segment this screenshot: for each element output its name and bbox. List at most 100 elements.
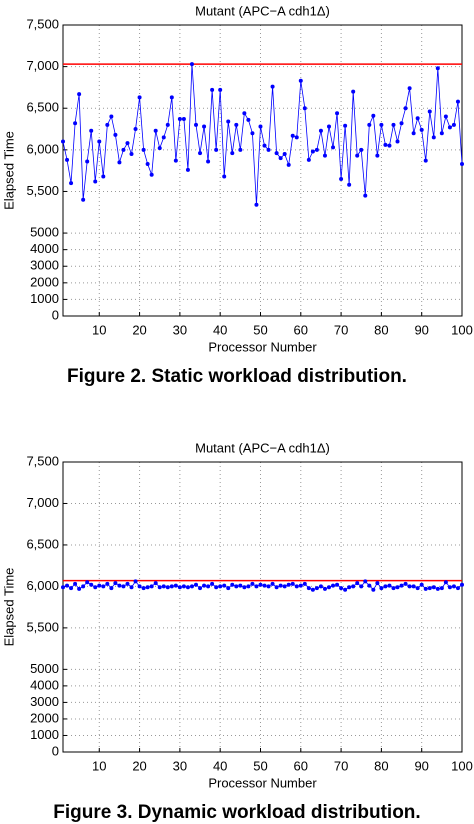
data-point xyxy=(113,132,118,137)
data-point xyxy=(439,586,444,591)
data-point xyxy=(339,586,344,591)
data-point xyxy=(206,584,211,589)
y-axis-label: Elapsed Time xyxy=(1,568,16,647)
data-point xyxy=(407,86,412,91)
data-point xyxy=(210,581,215,586)
y-tick-label: 3000 xyxy=(30,694,59,709)
x-tick-label: 70 xyxy=(334,758,348,773)
data-point xyxy=(343,587,348,592)
data-point xyxy=(435,66,440,71)
data-point xyxy=(258,582,263,587)
x-tick-label: 20 xyxy=(132,758,146,773)
data-point xyxy=(230,151,235,156)
data-point xyxy=(322,586,327,591)
data-point xyxy=(355,581,360,586)
x-tick-label: 60 xyxy=(294,758,308,773)
data-point xyxy=(339,176,344,181)
data-point xyxy=(411,131,416,136)
data-point xyxy=(185,167,190,172)
data-point xyxy=(310,587,315,592)
data-point xyxy=(327,124,331,129)
data-point xyxy=(153,128,158,133)
y-tick-label: 1000 xyxy=(30,727,59,742)
data-point xyxy=(121,584,126,589)
data-point xyxy=(270,84,275,89)
data-point xyxy=(387,583,392,588)
data-point xyxy=(451,584,456,589)
data-point xyxy=(266,147,271,152)
data-point xyxy=(125,141,130,146)
y-tick-label: 5000 xyxy=(30,661,59,676)
data-point xyxy=(455,586,460,591)
x-tick-label: 10 xyxy=(92,758,106,773)
plot-frame xyxy=(62,24,463,317)
data-point xyxy=(198,151,203,156)
data-point xyxy=(194,122,198,127)
x-tick-label: 100 xyxy=(451,322,473,337)
data-point xyxy=(218,87,223,92)
data-point xyxy=(363,193,368,198)
y-tick-label: 5000 xyxy=(30,225,59,240)
data-point xyxy=(226,586,231,591)
data-point xyxy=(85,159,90,164)
data-point xyxy=(137,584,142,589)
data-point xyxy=(169,584,174,589)
data-point xyxy=(81,584,86,589)
data-point xyxy=(451,122,456,127)
series-line xyxy=(62,580,463,591)
y-tick-label: 4000 xyxy=(30,241,59,256)
chart-title: Mutant (APC−A cdh1Δ) xyxy=(195,3,330,18)
data-point xyxy=(379,122,384,127)
data-point xyxy=(407,584,412,589)
data-point xyxy=(403,106,408,111)
data-point xyxy=(226,119,231,124)
data-point xyxy=(121,147,126,152)
data-point xyxy=(105,122,110,127)
data-point xyxy=(194,582,198,587)
data-point xyxy=(387,143,392,148)
data-point xyxy=(435,586,440,591)
data-point xyxy=(391,586,396,591)
data-point xyxy=(242,111,247,116)
data-point xyxy=(93,585,98,590)
data-point xyxy=(294,135,299,140)
data-point xyxy=(375,581,380,586)
y-tick-label: 5,500 xyxy=(26,619,59,634)
data-point xyxy=(411,584,416,589)
x-tick-label: 90 xyxy=(414,322,428,337)
figure-caption: Figure 3. Dynamic workload distribution. xyxy=(53,802,420,823)
data-point xyxy=(73,121,78,126)
data-point xyxy=(379,586,384,591)
data-point xyxy=(222,174,227,179)
data-point xyxy=(129,585,134,590)
data-point xyxy=(331,145,336,150)
data-point xyxy=(274,151,279,156)
data-point xyxy=(117,160,122,165)
data-point xyxy=(97,139,102,144)
chart-title: Mutant (APC−A cdh1Δ) xyxy=(195,440,330,455)
data-point xyxy=(113,581,118,586)
data-point xyxy=(189,62,194,67)
data-point xyxy=(443,114,448,119)
y-tick-label: 7,000 xyxy=(26,58,59,73)
y-tick-label: 4000 xyxy=(30,677,59,692)
data-point xyxy=(415,586,420,591)
data-point xyxy=(460,161,464,166)
data-point xyxy=(177,117,182,122)
data-point xyxy=(238,583,243,588)
data-point xyxy=(89,582,94,587)
data-point xyxy=(189,584,194,589)
y-tick-label: 6,500 xyxy=(26,100,59,115)
y-tick-label: 2000 xyxy=(30,274,59,289)
data-point xyxy=(423,586,428,591)
y-tick-label: 1000 xyxy=(30,291,59,306)
data-point xyxy=(234,122,239,127)
x-tick-label: 60 xyxy=(294,322,308,337)
data-point xyxy=(347,585,352,590)
y-tick-label: 7,000 xyxy=(26,495,59,510)
data-point xyxy=(363,579,368,584)
x-tick-label: 30 xyxy=(173,758,187,773)
data-point xyxy=(89,128,94,133)
data-point xyxy=(250,131,255,136)
data-point xyxy=(415,116,420,121)
